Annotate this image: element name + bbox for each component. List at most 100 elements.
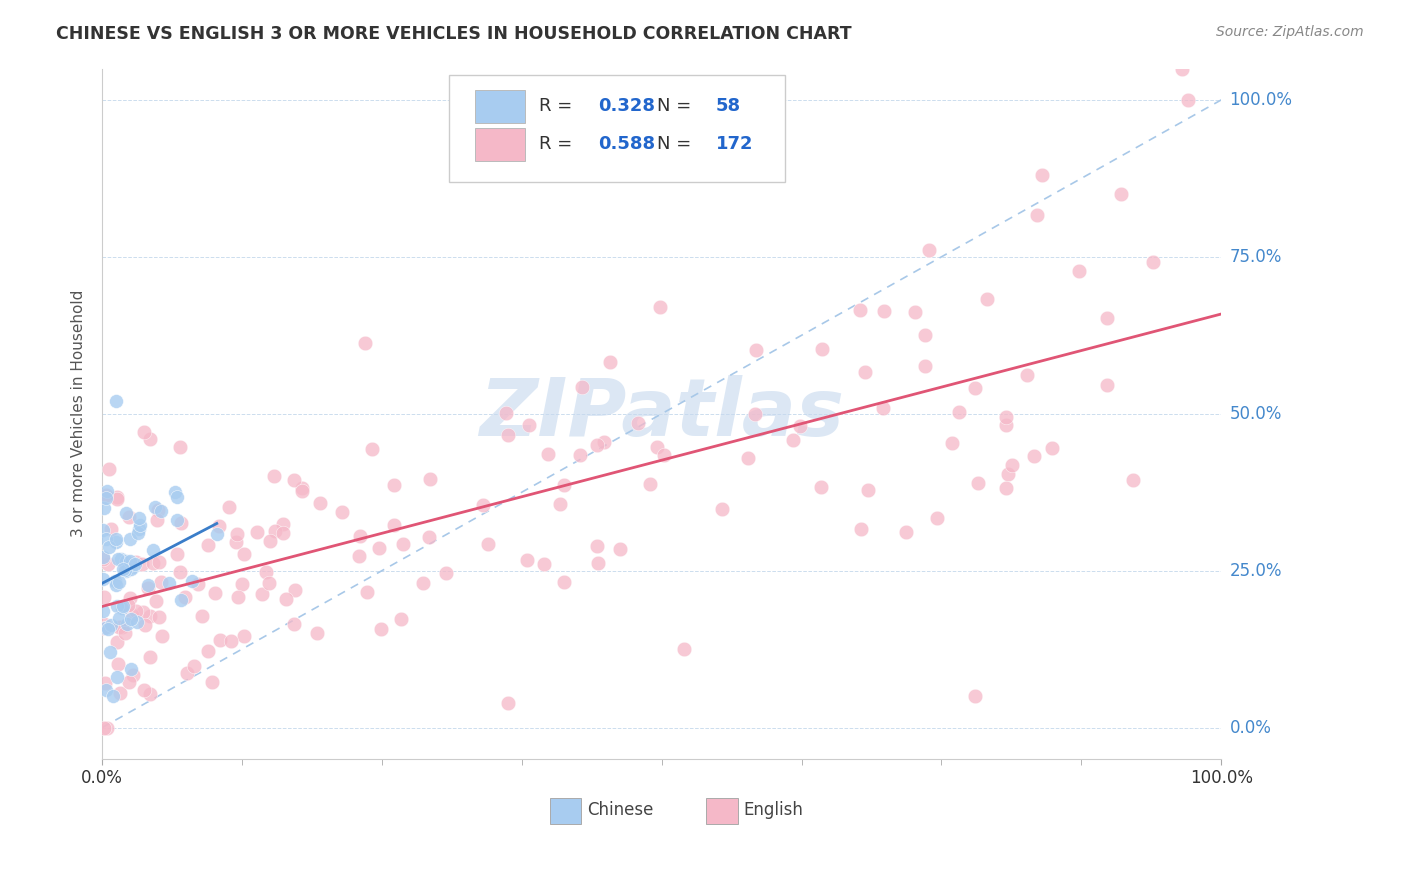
FancyBboxPatch shape <box>550 797 581 824</box>
Point <box>652 448 675 462</box>
Point <box>744 407 766 421</box>
Point <box>273 526 295 541</box>
Point <box>1171 62 1194 76</box>
Point <box>232 629 254 643</box>
Point <box>593 435 616 450</box>
Point <box>139 650 162 665</box>
Point <box>1109 187 1132 202</box>
Point <box>252 586 274 600</box>
Point <box>436 566 458 580</box>
Point <box>105 635 128 649</box>
Point <box>1095 310 1118 325</box>
Point <box>163 484 186 499</box>
Point <box>1122 474 1144 488</box>
Point <box>927 511 949 525</box>
Point <box>93 572 115 586</box>
Point <box>134 617 156 632</box>
Point <box>139 608 162 623</box>
Point <box>571 380 593 394</box>
Text: 0.0%: 0.0% <box>1230 719 1271 737</box>
Text: N =: N = <box>657 136 697 153</box>
Point <box>309 496 332 510</box>
Point <box>96 491 118 506</box>
Point <box>263 468 285 483</box>
Point <box>105 670 128 684</box>
Point <box>142 543 165 558</box>
Point <box>204 586 226 600</box>
Point <box>104 533 127 547</box>
Point <box>108 610 131 624</box>
Y-axis label: 3 or more Vehicles in Household: 3 or more Vehicles in Household <box>72 290 86 537</box>
Point <box>100 522 122 536</box>
Point <box>143 500 166 514</box>
Point <box>550 497 572 511</box>
Point <box>627 416 650 430</box>
Point <box>91 621 114 635</box>
Point <box>97 558 120 572</box>
Point <box>1031 168 1053 182</box>
Point <box>148 610 170 624</box>
Point <box>976 292 998 306</box>
Point <box>110 552 132 566</box>
Point <box>111 620 134 634</box>
Point <box>127 525 149 540</box>
Point <box>142 556 165 570</box>
Point <box>93 621 115 635</box>
Point <box>120 562 142 576</box>
Point <box>389 612 412 626</box>
Point <box>853 365 876 379</box>
Point <box>648 300 671 314</box>
Point <box>97 622 120 636</box>
Point <box>997 467 1019 481</box>
Point <box>117 598 139 612</box>
Point <box>963 382 986 396</box>
Point <box>94 682 117 697</box>
Point <box>291 481 314 495</box>
FancyBboxPatch shape <box>475 128 526 161</box>
Point <box>208 632 231 647</box>
Point <box>107 657 129 671</box>
Point <box>111 599 134 614</box>
Point <box>132 682 155 697</box>
Point <box>114 563 136 577</box>
Point <box>94 676 117 690</box>
Point <box>599 355 621 369</box>
Point <box>139 687 162 701</box>
Point <box>894 524 917 539</box>
Point <box>121 662 143 676</box>
Point <box>368 541 391 556</box>
Point <box>918 243 941 257</box>
Point <box>131 557 153 571</box>
Text: 0.328: 0.328 <box>598 97 655 115</box>
Point <box>873 304 896 318</box>
Point <box>259 533 281 548</box>
Point <box>349 529 371 543</box>
Point <box>114 625 136 640</box>
Point <box>995 417 1018 432</box>
Point <box>517 418 540 433</box>
Point <box>105 599 128 613</box>
Point <box>91 551 114 566</box>
Text: N =: N = <box>657 97 697 115</box>
Point <box>150 629 173 643</box>
Point <box>745 343 768 357</box>
Point <box>1025 208 1047 222</box>
Point <box>205 526 228 541</box>
Point <box>121 608 143 623</box>
Point <box>967 475 990 490</box>
Point <box>1015 368 1038 383</box>
Point <box>97 462 120 476</box>
Text: English: English <box>744 801 803 819</box>
Point <box>93 721 115 735</box>
Text: 25.0%: 25.0% <box>1230 562 1282 580</box>
Point <box>91 549 114 564</box>
Point <box>305 625 328 640</box>
Point <box>1022 449 1045 463</box>
Point <box>115 564 138 578</box>
Point <box>283 473 305 487</box>
Point <box>370 622 392 636</box>
Point <box>118 675 141 690</box>
Point <box>246 525 269 540</box>
Point <box>107 552 129 566</box>
FancyBboxPatch shape <box>449 76 785 183</box>
